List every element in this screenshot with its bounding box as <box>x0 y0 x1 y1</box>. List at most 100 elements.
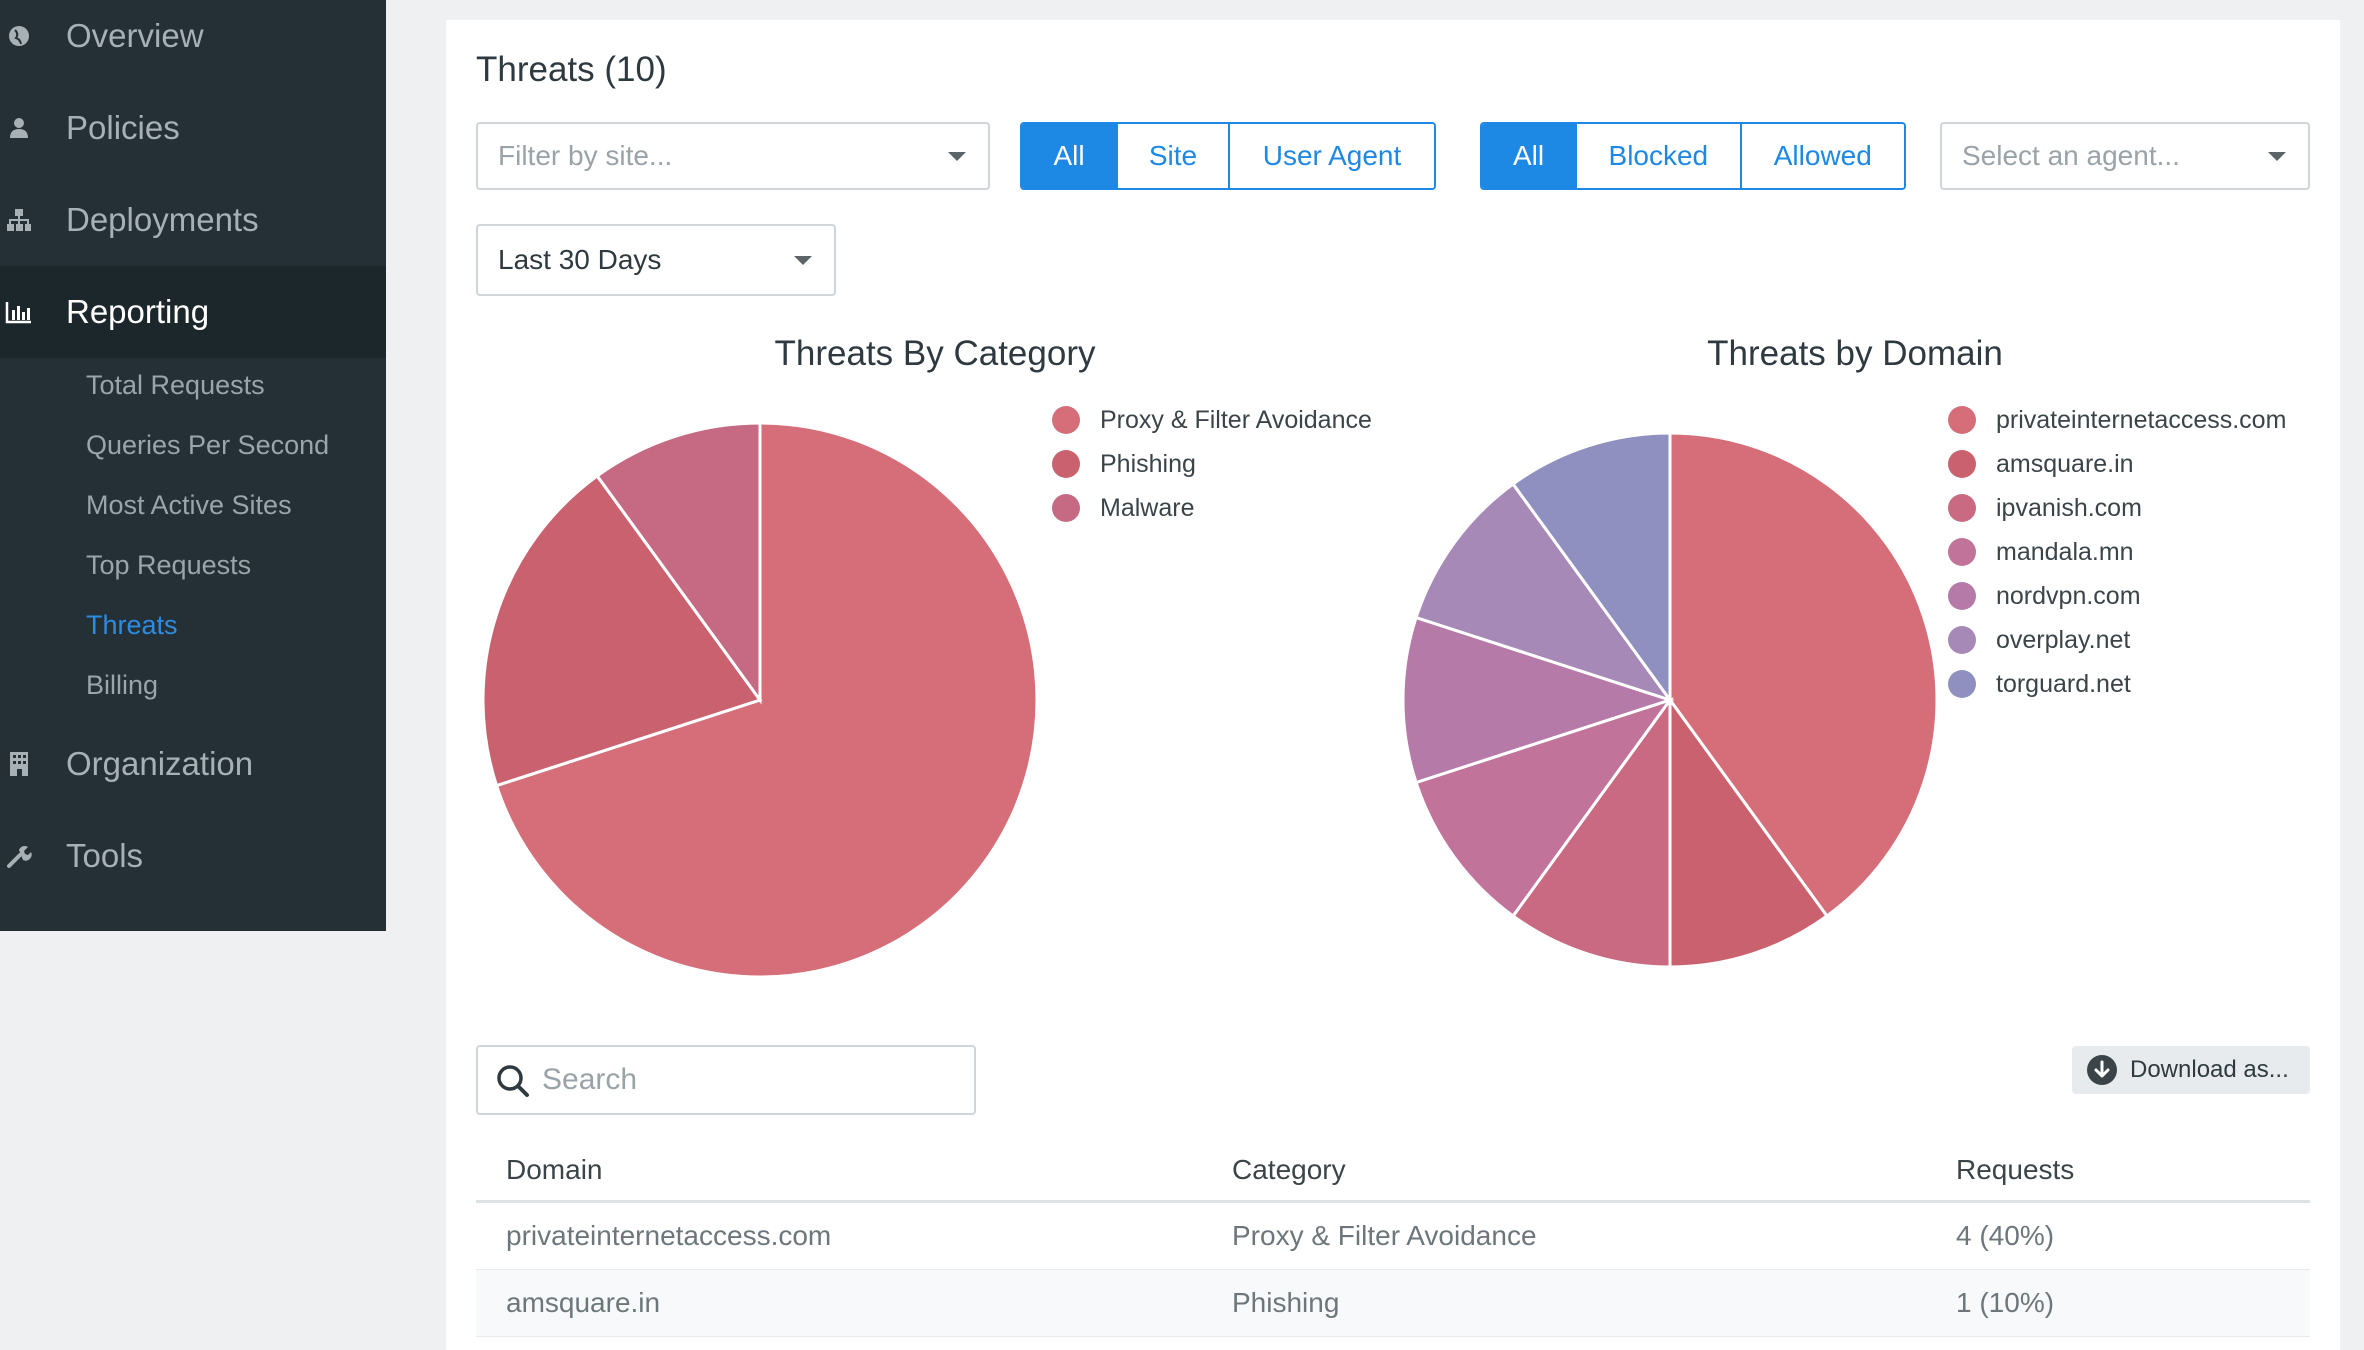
legend-label: nordvpn.com <box>1996 581 2141 610</box>
download-button[interactable]: Download as... <box>2072 1046 2310 1094</box>
legend-swatch <box>1948 450 1976 478</box>
sidebar-item-overview[interactable]: Overview <box>0 0 386 82</box>
agent-select[interactable]: Select an agent... <box>1940 122 2310 190</box>
legend-item[interactable]: Phishing <box>1052 442 1372 486</box>
legend-swatch <box>1052 450 1080 478</box>
legend-swatch <box>1948 626 1976 654</box>
scope-user-agent-button[interactable]: User Agent <box>1230 124 1434 188</box>
legend-swatch <box>1948 406 1976 434</box>
sidebar-item-label: Organization <box>66 745 254 782</box>
legend-label: ipvanish.com <box>1996 493 2142 522</box>
user-icon <box>4 113 34 143</box>
sidebar-item-label: Tools <box>66 837 144 874</box>
legend-item[interactable]: torguard.net <box>1948 662 2286 706</box>
category-legend: Proxy & Filter Avoidance Phishing Malware <box>1052 398 1372 530</box>
chevron-down-icon <box>948 152 966 161</box>
pie-slice-overplay-net[interactable] <box>1414 481 1674 703</box>
chart-title-category: Threats By Category <box>774 334 1096 373</box>
threats-table: Domain Category Requests privateinternet… <box>476 1140 2310 1337</box>
legend-item[interactable]: privateinternetaccess.com <box>1948 398 2286 442</box>
legend-item[interactable]: nordvpn.com <box>1948 574 2286 618</box>
header-requests[interactable]: Requests <box>1956 1154 2075 1185</box>
sidebar-item-label: Reporting <box>66 293 210 330</box>
page-title: Threats (10) <box>476 50 667 89</box>
sidebar-subitem-threats[interactable]: Threats <box>86 610 178 640</box>
sidebar-item-deployments[interactable]: Deployments <box>0 174 386 266</box>
cell-category: Proxy & Filter Avoidance <box>1232 1220 1537 1251</box>
date-range-select[interactable]: Last 30 Days <box>476 224 836 296</box>
sidebar-item-label: Overview <box>66 17 204 54</box>
header-domain[interactable]: Domain <box>506 1154 603 1185</box>
legend-label: Proxy & Filter Avoidance <box>1100 405 1372 434</box>
sidebar-item-reporting[interactable]: Reporting <box>0 266 386 358</box>
header-category[interactable]: Category <box>1232 1154 1346 1185</box>
cell-requests: 1 (10%) <box>1956 1287 2055 1318</box>
scope-all-button[interactable]: All <box>1022 124 1118 188</box>
legend-item[interactable]: Malware <box>1052 486 1372 530</box>
legend-item[interactable]: mandala.mn <box>1948 530 2286 574</box>
sidebar-subitem-billing[interactable]: Billing <box>86 670 159 700</box>
legend-swatch <box>1948 670 1976 698</box>
legend-label: overplay.net <box>1996 625 2131 654</box>
sidebar-subitem-top-requests[interactable]: Top Requests <box>86 550 252 580</box>
site-filter-placeholder: Filter by site... <box>498 140 673 171</box>
date-range-value: Last 30 Days <box>498 244 662 275</box>
site-filter-select[interactable]: Filter by site... <box>476 122 990 190</box>
globe-icon <box>4 21 34 51</box>
sidebar-item-tools[interactable]: Tools <box>0 810 386 902</box>
table-row[interactable]: amsquare.in Phishing 1 (10%) <box>476 1270 2310 1337</box>
legend-label: amsquare.in <box>1996 449 2134 478</box>
scope-site-button[interactable]: Site <box>1118 124 1230 188</box>
legend-item[interactable]: overplay.net <box>1948 618 2286 662</box>
pie-slice-phishing[interactable] <box>481 473 763 788</box>
legend-label: Phishing <box>1100 449 1196 478</box>
pie-slice-amsquare-in[interactable] <box>1668 695 1830 969</box>
bar-chart-icon <box>4 297 34 327</box>
status-toggle: All Blocked Allowed <box>1480 122 1906 190</box>
chevron-down-icon <box>794 256 812 265</box>
legend-item[interactable]: Proxy & Filter Avoidance <box>1052 398 1372 442</box>
building-icon <box>4 749 34 779</box>
download-icon <box>2086 1054 2118 1086</box>
legend-swatch <box>1948 538 1976 566</box>
domain-legend: privateinternetaccess.com amsquare.in ipva… <box>1948 398 2286 706</box>
sitemap-icon <box>4 205 34 235</box>
pie-slice-proxy-filter-avoidance[interactable] <box>494 421 1039 979</box>
search-icon <box>496 1064 530 1103</box>
pie-slice-ipvanish-com[interactable] <box>1510 695 1672 969</box>
legend-label: torguard.net <box>1996 669 2131 698</box>
pie-slice-nordvpn-com[interactable] <box>1401 615 1675 785</box>
sidebar-item-label: Policies <box>66 109 180 146</box>
status-allowed-button[interactable]: Allowed <box>1741 124 1904 188</box>
table-header: Domain Category Requests <box>476 1140 2310 1203</box>
wrench-icon <box>4 841 34 871</box>
sidebar: Overview Policies Deployments Reporting … <box>0 0 386 931</box>
sidebar-item-organization[interactable]: Organization <box>0 718 386 810</box>
cell-category: Phishing <box>1232 1287 1340 1318</box>
sidebar-subitem-queries-per-second[interactable]: Queries Per Second <box>86 430 330 460</box>
search-placeholder: Search <box>542 1063 638 1096</box>
legend-label: privateinternetaccess.com <box>1996 405 2287 434</box>
pie-slice-torguard-net[interactable] <box>1510 431 1672 705</box>
search-input[interactable]: Search <box>476 1045 976 1115</box>
cell-domain: privateinternetaccess.com <box>506 1220 832 1251</box>
pie-slice-mandala-mn[interactable] <box>1414 697 1674 919</box>
scope-toggle: All Site User Agent <box>1020 122 1436 190</box>
legend-item[interactable]: amsquare.in <box>1948 442 2286 486</box>
cell-requests: 4 (40%) <box>1956 1220 2055 1251</box>
table-row[interactable]: privateinternetaccess.com Proxy & Filter… <box>476 1203 2310 1270</box>
sidebar-item-label: Deployments <box>66 201 259 238</box>
legend-swatch <box>1052 494 1080 522</box>
chart-title-domain: Threats by Domain <box>1707 334 2003 373</box>
sidebar-item-policies[interactable]: Policies <box>0 82 386 174</box>
pie-slice-malware[interactable] <box>595 421 762 705</box>
legend-label: Malware <box>1100 493 1195 522</box>
legend-item[interactable]: ipvanish.com <box>1948 486 2286 530</box>
pie-slice-privateinternetaccess-com[interactable] <box>1668 431 1939 919</box>
status-all-button[interactable]: All <box>1482 124 1578 188</box>
sidebar-subitem-total-requests[interactable]: Total Requests <box>86 370 265 400</box>
download-label: Download as... <box>2130 1056 2289 1083</box>
status-blocked-button[interactable]: Blocked <box>1577 124 1742 188</box>
legend-label: mandala.mn <box>1996 537 2134 566</box>
sidebar-subitem-most-active-sites[interactable]: Most Active Sites <box>86 490 292 520</box>
